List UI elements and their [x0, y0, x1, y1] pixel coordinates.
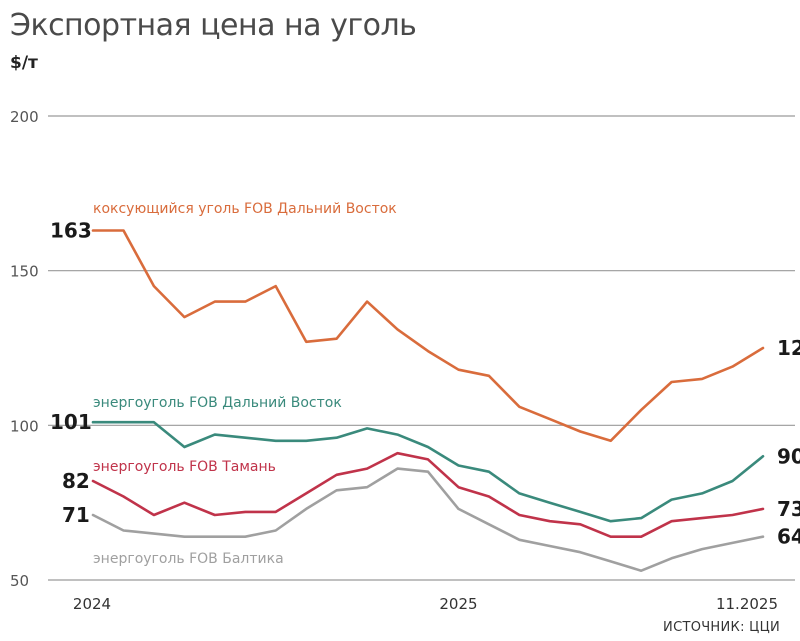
- chart-title: Экспортная цена на уголь: [10, 8, 417, 43]
- y-tick-label: 50: [10, 572, 29, 590]
- start-value-label: 82: [62, 469, 90, 493]
- end-value-label: 125: [777, 336, 800, 360]
- x-tick-label: 11.2025: [716, 595, 778, 613]
- series-label: энергоуголь FOB Балтика: [93, 551, 284, 567]
- end-value-label: 90: [777, 444, 800, 468]
- series-label: коксующийся уголь FOB Дальний Восток: [93, 201, 397, 217]
- y-tick-label: 200: [10, 108, 39, 126]
- y-axis-unit: $/т: [10, 53, 38, 73]
- series-label: энергоуголь FOB Дальний Восток: [93, 395, 342, 411]
- end-value-label: 73: [777, 497, 800, 521]
- series-line: [91, 229, 765, 443]
- source-note: ИСТОЧНИК: ЦЦИ: [663, 620, 780, 635]
- y-tick-label: 150: [10, 263, 39, 281]
- start-value-label: 101: [50, 410, 92, 434]
- series-line: [91, 467, 765, 573]
- end-value-label: 64: [777, 525, 800, 549]
- start-value-label: 163: [50, 218, 92, 242]
- x-tick-label: 2025: [439, 595, 477, 613]
- series-line: [91, 420, 765, 523]
- series-label: энергоуголь FOB Тамань: [93, 459, 276, 475]
- series-line: [91, 451, 765, 539]
- x-tick-label: 2024: [73, 595, 111, 613]
- y-tick-label: 100: [10, 417, 39, 435]
- start-value-label: 71: [62, 503, 90, 527]
